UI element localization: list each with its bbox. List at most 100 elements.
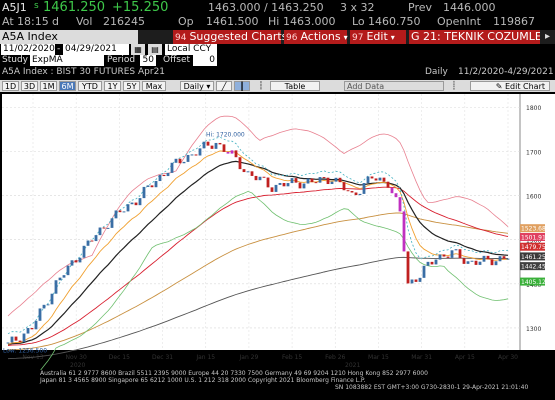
candle	[494, 261, 498, 266]
period-button-1y[interactable]: 1Y	[104, 81, 121, 91]
chart-type-line-icon[interactable]: ╱	[216, 81, 232, 91]
prev-value: 1446.000	[443, 1, 496, 14]
candle	[98, 227, 102, 236]
suggested-charts-button[interactable]: 94 Suggested Charts	[173, 30, 287, 44]
candle	[130, 202, 134, 205]
period-input[interactable]: 50	[140, 55, 156, 66]
vol-value: 216245	[103, 15, 145, 28]
at-label: At	[2, 15, 14, 28]
candle	[490, 259, 494, 266]
bid-ask-size: 3 x 32	[340, 1, 375, 14]
date-range-text: 11/2/2020-4/29/2021	[458, 67, 554, 77]
candle	[138, 198, 142, 206]
candle	[26, 328, 30, 334]
y-tick-label: 1300	[526, 326, 541, 333]
candle	[414, 279, 418, 282]
candle	[70, 260, 74, 266]
candle	[350, 191, 354, 193]
candle	[442, 254, 446, 257]
table-button[interactable]: Table	[270, 81, 320, 91]
x-tick-label: Dec 15	[109, 354, 130, 361]
candle	[306, 178, 310, 184]
add-data-button[interactable]: Add Data	[344, 81, 444, 91]
candle	[218, 142, 222, 145]
candle	[238, 157, 242, 170]
candle	[82, 245, 86, 258]
candle	[22, 333, 26, 342]
candle	[482, 255, 486, 262]
currency-select[interactable]: Local CCY	[165, 44, 217, 55]
candle	[194, 154, 198, 156]
offset-input[interactable]: 0	[193, 55, 217, 66]
chart-type-bar-icon[interactable]: ┃	[234, 81, 250, 91]
security-field[interactable]: A5A Index	[0, 30, 138, 44]
x-tick-label: Jan 29	[239, 354, 259, 361]
candle	[178, 158, 182, 164]
high-label: Hi	[268, 15, 280, 28]
candle	[358, 193, 362, 196]
actions-button[interactable]: 96 Actions ▾	[284, 30, 348, 44]
candle	[422, 265, 426, 278]
x-tick-label: Apr 30	[498, 354, 518, 361]
candle	[426, 261, 430, 266]
candle	[90, 240, 94, 242]
start-date-input[interactable]: 11/02/2020	[1, 44, 55, 55]
candle	[394, 193, 398, 198]
lower-band-line	[40, 190, 509, 370]
price-tag-label: 1479.750	[521, 244, 550, 251]
price-tag-label: 1405.120	[521, 279, 550, 286]
candle	[474, 260, 478, 265]
chart-toolbar: 1D 3D 1M 6M YTD 1Y 5Y Max Daily ▾ ╱ ┃ ┆ Table A…	[0, 80, 555, 92]
period-button-5y[interactable]: 5Y	[123, 81, 140, 91]
divider-icon: ┆	[254, 81, 268, 91]
upper-band-line	[7, 115, 509, 317]
vol-label: Vol	[76, 15, 93, 28]
candle	[266, 177, 270, 188]
candle	[230, 150, 234, 154]
edit-button[interactable]: 97 Edit ▾	[350, 30, 406, 44]
end-date-input[interactable]: 04/29/2021	[63, 44, 129, 55]
candle	[278, 182, 282, 185]
footer-line-1: Australia 61 2 9777 8600 Brazil 5511 239…	[40, 370, 428, 377]
candle	[18, 340, 22, 342]
candle	[206, 141, 210, 146]
candle	[54, 280, 58, 294]
calendar-icon[interactable]: ▦	[131, 44, 145, 55]
candle	[174, 158, 178, 163]
actions-num: 96	[286, 33, 298, 43]
suggested-label: Suggested Charts	[189, 30, 288, 43]
period-button-1d[interactable]: 1D	[2, 81, 19, 91]
candle	[470, 260, 474, 262]
candle	[418, 277, 422, 282]
period-button-1m[interactable]: 1M	[40, 81, 57, 91]
more-icon[interactable]: ▸	[540, 30, 555, 44]
candle	[106, 227, 110, 229]
candle	[190, 154, 194, 156]
edit-chart-button[interactable]: ✎ Edit Chart	[470, 81, 550, 91]
period-button-max[interactable]: Max	[142, 81, 166, 91]
command-toolbar: A5A Index 94 Suggested Charts 96 Actions ▾ …	[0, 30, 555, 44]
candle	[294, 178, 298, 183]
candle	[354, 192, 358, 196]
candle	[110, 218, 114, 228]
period-button-6m[interactable]: 6M	[59, 81, 76, 91]
footer-line-2: Japan 81 3 4565 8900 Singapore 65 6212 1…	[40, 377, 366, 384]
period-button-3d[interactable]: 3D	[21, 81, 38, 91]
candle	[126, 204, 130, 212]
study-select[interactable]: ExpMA	[30, 55, 104, 66]
period-button-ytd[interactable]: YTD	[78, 81, 102, 91]
candle	[102, 227, 106, 229]
candle	[66, 265, 70, 276]
date-bar: 11/02/2020 - 04/29/2021 ▦ ▤ Local CCY	[0, 44, 555, 55]
candle	[86, 240, 90, 246]
frequency-icon[interactable]: ▤	[148, 44, 162, 55]
candle	[38, 308, 42, 321]
price-tag	[520, 262, 545, 271]
candle	[314, 182, 318, 184]
candle	[46, 304, 50, 306]
bid-ask: 1463.000 / 1463.250	[208, 1, 324, 14]
frequency-dropdown[interactable]: Daily ▾	[180, 81, 214, 91]
candle	[486, 255, 490, 260]
